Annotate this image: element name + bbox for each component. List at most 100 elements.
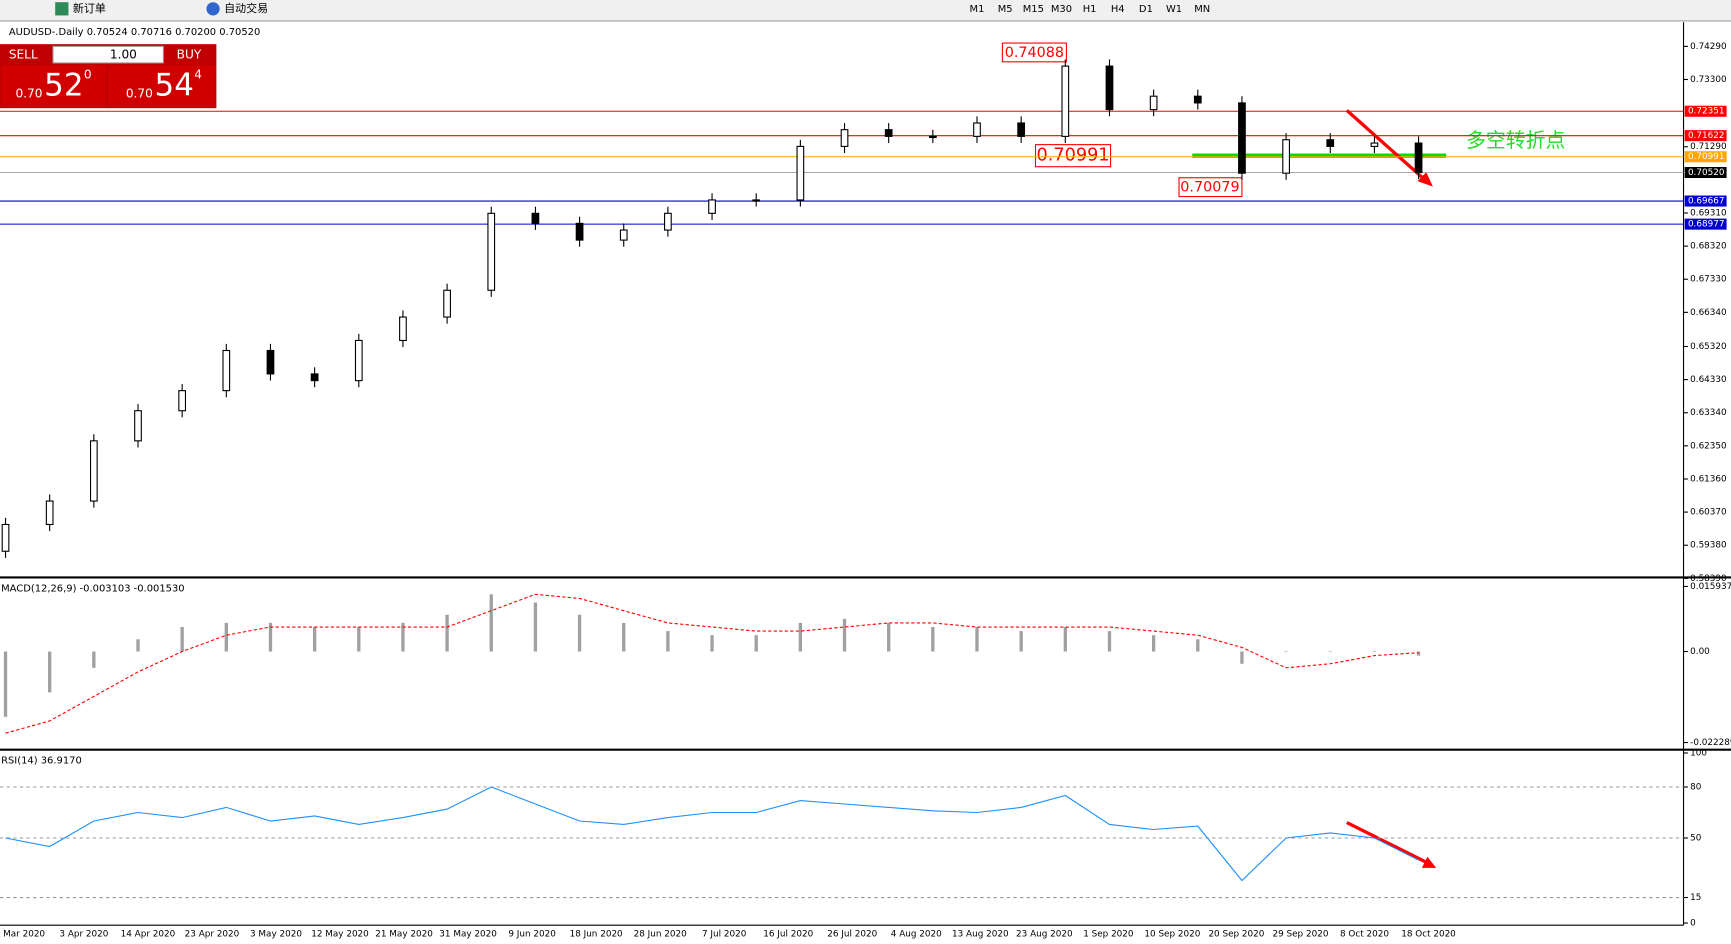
macd-bar bbox=[224, 622, 228, 652]
macd-bar bbox=[180, 627, 184, 652]
macd-bar bbox=[975, 627, 979, 652]
macd-bar bbox=[1196, 639, 1200, 652]
candle bbox=[1326, 139, 1335, 147]
candle bbox=[1282, 139, 1290, 174]
timeframe-button[interactable]: MN bbox=[1194, 4, 1210, 15]
x-tick-label: 31 May 2020 bbox=[439, 930, 497, 940]
macd-bar bbox=[1284, 651, 1288, 653]
timeframe-button[interactable]: D1 bbox=[1139, 4, 1153, 15]
macd-bar bbox=[1019, 631, 1023, 652]
candle bbox=[1, 523, 10, 552]
lot-box[interactable] bbox=[52, 45, 164, 64]
macd-bar bbox=[1063, 627, 1067, 652]
level-label: 0.70520 bbox=[1688, 168, 1725, 178]
annotation-box bbox=[1001, 42, 1067, 63]
sell-button[interactable]: SELL bbox=[9, 48, 38, 62]
x-tick-label: 20 Sep 2020 bbox=[1208, 930, 1264, 940]
candle bbox=[708, 199, 716, 214]
macd-bar bbox=[533, 602, 538, 652]
auto-trading-icon[interactable] bbox=[206, 2, 220, 16]
x-tick-label: 3 May 2020 bbox=[250, 930, 302, 940]
timeframe-button[interactable]: W1 bbox=[1166, 4, 1182, 15]
candle bbox=[840, 129, 849, 147]
buy-button[interactable]: BUY bbox=[177, 48, 202, 62]
timeframe-button[interactable]: H4 bbox=[1111, 4, 1125, 15]
level-tag bbox=[1684, 130, 1727, 142]
y-tick-label: 0.67330 bbox=[1690, 275, 1727, 285]
x-tick-label: 6 Mar 2020 bbox=[0, 930, 45, 940]
x-tick-label: 23 Apr 2020 bbox=[185, 930, 240, 940]
bid-big: 52 bbox=[44, 68, 83, 104]
y-tick-label: 0.60370 bbox=[1690, 508, 1727, 518]
candle bbox=[1193, 95, 1202, 104]
candle bbox=[266, 349, 275, 375]
candle bbox=[310, 373, 319, 382]
candle bbox=[89, 440, 98, 502]
level-label: 0.69667 bbox=[1688, 197, 1725, 207]
new-order-icon[interactable] bbox=[55, 2, 69, 16]
y-tick-label: 0.66340 bbox=[1690, 308, 1727, 318]
candle bbox=[134, 410, 142, 442]
level-tag bbox=[1684, 195, 1727, 207]
y-tick-label: 0.69310 bbox=[1690, 208, 1727, 218]
macd-bar bbox=[1151, 635, 1156, 652]
auto-trading[interactable]: 自动交易 bbox=[224, 1, 268, 15]
bid-prefix: 0.70 bbox=[15, 86, 42, 100]
y-tick-label: 0.63340 bbox=[1690, 408, 1727, 418]
macd-bar bbox=[666, 631, 670, 652]
annotation: 0.70079 bbox=[1180, 180, 1239, 196]
candle bbox=[884, 129, 893, 137]
sell-price[interactable] bbox=[1, 65, 106, 108]
macd-bar bbox=[577, 614, 582, 652]
lot-size[interactable]: 1.00 bbox=[110, 48, 137, 62]
timeframe-button[interactable]: H1 bbox=[1083, 4, 1097, 15]
macd-bar bbox=[1107, 631, 1112, 652]
candle bbox=[752, 199, 761, 202]
new-order[interactable]: 新订单 bbox=[73, 1, 106, 15]
x-tick-label: 26 Jul 2020 bbox=[827, 930, 877, 940]
y-tick-label: 0.59380 bbox=[1690, 541, 1727, 551]
macd-bar bbox=[268, 622, 273, 652]
timeframe-button[interactable]: M30 bbox=[1051, 4, 1072, 15]
candle bbox=[928, 135, 937, 139]
macd-bar bbox=[622, 622, 626, 652]
buy-price[interactable] bbox=[108, 65, 216, 108]
annotation-box bbox=[1034, 144, 1112, 168]
y-tick-label: 0.71290 bbox=[1690, 142, 1727, 152]
macd-bar bbox=[1240, 651, 1244, 664]
macd-bar bbox=[1416, 651, 1421, 656]
x-tick-label: 21 May 2020 bbox=[375, 930, 433, 940]
macd-bar bbox=[842, 618, 847, 652]
x-tick-label: 23 Aug 2020 bbox=[1016, 930, 1073, 940]
macd-bar bbox=[312, 627, 317, 652]
x-tick-label: 10 Sep 2020 bbox=[1144, 930, 1200, 940]
y-tick-label: 50 bbox=[1690, 834, 1702, 844]
trend-arrow bbox=[1346, 821, 1430, 865]
macd-bar bbox=[3, 651, 8, 717]
x-tick-label: 7 Jul 2020 bbox=[702, 930, 747, 940]
level-label: 0.68977 bbox=[1688, 220, 1725, 230]
level-label: 0.70991 bbox=[1688, 152, 1725, 162]
candle bbox=[178, 390, 187, 412]
macd-bar bbox=[136, 639, 140, 652]
x-tick-label: 8 Oct 2020 bbox=[1340, 930, 1389, 940]
macd-bar bbox=[931, 627, 935, 652]
candle bbox=[354, 339, 363, 382]
timeframe-button[interactable]: M1 bbox=[970, 4, 985, 15]
x-tick-label: 12 May 2020 bbox=[311, 930, 369, 940]
x-tick-label: 29 Sep 2020 bbox=[1272, 930, 1328, 940]
timeframe-button[interactable]: M15 bbox=[1023, 4, 1044, 15]
y-tick-label: 0.73300 bbox=[1690, 75, 1727, 85]
annotation: 0.70991 bbox=[1037, 146, 1110, 166]
signal-line bbox=[5, 593, 1419, 734]
trade-panel: SELL 1.00 BUY 0.70 52 0 0.70 54 4 bbox=[0, 44, 217, 109]
chart-title: AUDUSD-.Daily 0.70524 0.70716 0.70200 0.… bbox=[9, 27, 260, 38]
level-label: 0.72351 bbox=[1688, 107, 1725, 117]
timeframe-button[interactable]: M5 bbox=[998, 4, 1013, 15]
macd-bar bbox=[445, 614, 449, 652]
candle bbox=[1149, 95, 1158, 111]
x-tick-label: 18 Jun 2020 bbox=[570, 930, 623, 940]
rsi-line bbox=[5, 786, 1419, 882]
x-tick-label: 4 Aug 2020 bbox=[891, 930, 942, 940]
